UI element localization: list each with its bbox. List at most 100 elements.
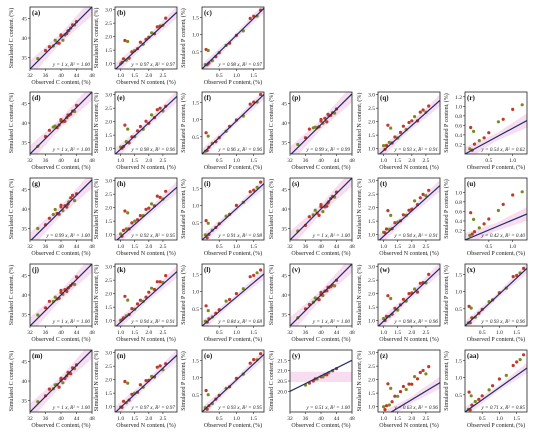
panel-o: 0.5 1.0 1.5 0.5 1.0 1.5 (o) y = 0.93 x, R² = 0.… <box>180 349 265 429</box>
y-tick-label: 3.0 <box>368 351 375 357</box>
x-tick-label: 1.0 <box>380 330 387 336</box>
data-point <box>130 392 134 396</box>
panel-i: 0.5 1.0 1.5 0.5 1.0 1.5 (i) y = 0.91 x, R² = 0.… <box>180 177 265 257</box>
y-tick-label: 35 <box>22 398 28 404</box>
fit-equation: y = 0.96 x, R² = 0.96 <box>217 147 262 153</box>
y-tick-label: 0.4 <box>455 219 462 225</box>
x-tick-label: 36 <box>43 158 49 164</box>
panel-label: (x) <box>467 266 476 274</box>
data-point <box>121 399 126 403</box>
x-axis-label: Observed P contentᵢ (%) <box>467 336 525 343</box>
y-tick-label: 3.0 <box>105 179 112 185</box>
data-point <box>150 202 154 206</box>
y-tick-label: 1.0 <box>192 118 199 124</box>
data-point <box>427 188 431 192</box>
panel-s: 32 36 40 44 48 35 40 45 (s) y = 1 x, R² = 1.00 Obs… <box>268 177 355 257</box>
y-tick-label: 2.0 <box>105 35 112 41</box>
data-point <box>501 202 505 206</box>
data-point <box>138 383 142 387</box>
panel-label: (n) <box>117 352 126 360</box>
y-tick-label: 40 <box>22 207 28 213</box>
data-point <box>138 124 142 129</box>
data-point <box>150 286 154 290</box>
y-tick-label: 1.5 <box>455 272 462 278</box>
x-tick-label: 2.5 <box>422 330 429 336</box>
data-point <box>511 107 515 111</box>
data-point <box>522 353 526 357</box>
y-tick-label: 35 <box>282 226 288 232</box>
fit-line <box>465 213 527 240</box>
data-point <box>255 185 259 189</box>
y-tick-label: 1.0 <box>455 376 462 382</box>
x-tick-label: 2.0 <box>145 158 152 164</box>
x-tick-label: 2.5 <box>422 416 429 422</box>
x-axis-label: Observed P contentᵢ (%) <box>204 164 262 171</box>
x-tick-label: 36 <box>43 416 49 422</box>
data-point <box>421 192 425 196</box>
x-axis-label: Observed N contentᵢ (%) <box>116 250 175 257</box>
panel-v: 32 36 40 44 48 35 40 45 (v) y = 1 x, R² = 1.00 Obs… <box>268 263 355 343</box>
data-point <box>413 287 417 291</box>
y-ticks: 1.0 1.5 2.0 2.5 3.0 <box>105 8 115 68</box>
y-tick-label: 0.8 <box>455 114 462 120</box>
data-point <box>482 222 486 226</box>
data-point <box>47 128 52 132</box>
data-point <box>53 295 57 299</box>
x-tick-label: 0.5 <box>479 416 486 422</box>
panel-e: 1.0 1.5 2.0 2.5 1.0 1.5 2.0 2.5 3.0 (e) y = 0.98 x… <box>93 91 178 171</box>
plot-area <box>381 365 440 412</box>
data-point <box>248 190 252 194</box>
fit-equation: y = 1 x, R² = 1.00 <box>312 319 350 325</box>
x-tick-label: 48 <box>349 330 355 336</box>
y-tick-label: 45 <box>22 274 28 280</box>
axes-frame <box>114 6 178 70</box>
data-point <box>518 358 522 362</box>
y-axis-label: Simulated P contentᵢ (%) <box>180 265 187 325</box>
plot-area <box>378 94 440 154</box>
y-tick-label: 1.0 <box>368 319 375 325</box>
x-axis-label: Observed P contentᵢ (%) <box>467 250 525 257</box>
data-point <box>470 232 474 236</box>
fit-line <box>115 354 177 412</box>
data-point <box>545 163 548 166</box>
y-tick-label: 1.0 <box>105 62 112 68</box>
data-point <box>401 213 405 217</box>
y-tick-label: 1.5 <box>105 391 112 397</box>
x-axis-label: Observed N contentᵢ (%) <box>116 79 175 86</box>
x-axis-label: Observed C contentᵢ (%) <box>31 164 90 171</box>
fit-equation: y = 0.84 x, R² = 0.68 <box>217 318 262 325</box>
y-tick-label: 2.5 <box>105 278 112 284</box>
panel-label: (l) <box>204 266 211 274</box>
x-axis-label: Observed N contentᵢ (%) <box>116 422 175 429</box>
x-ticks: 32 36 40 44 48 <box>287 154 355 164</box>
x-tick-label: 2.0 <box>408 244 415 250</box>
confidence-band <box>465 264 527 326</box>
data-point <box>61 38 65 42</box>
fit-line <box>465 267 527 326</box>
x-tick-label: 2.0 <box>408 330 415 336</box>
x-tick-label: 48 <box>89 73 95 79</box>
data-point <box>386 294 390 298</box>
x-tick-label: 1.5 <box>394 158 401 164</box>
x-tick-label: 2.5 <box>159 416 166 422</box>
x-axis-label: Observed C contentᵢ (%) <box>31 79 90 86</box>
panel-label: (r) <box>467 94 475 102</box>
data-point <box>36 57 40 61</box>
x-ticks: 32 36 40 44 48 <box>287 326 355 336</box>
x-tick-label: 36 <box>303 416 309 422</box>
data-point <box>511 363 515 368</box>
data-point <box>319 117 323 122</box>
data-point <box>158 195 162 199</box>
panel-l: 0.5 1.0 1.5 0.5 1.0 1.5 (l) y = 0.84 x, R² = 0.… <box>180 263 265 343</box>
x-tick-label: 1.5 <box>250 244 257 250</box>
data-point <box>126 298 130 302</box>
x-axis-label: Observed C contentᵢ (%) <box>31 422 90 429</box>
x-tick-label: 40 <box>318 330 324 336</box>
data-point <box>396 394 400 398</box>
confidence-band <box>202 268 264 326</box>
x-tick-label: 32 <box>27 330 33 336</box>
y-axis-label: Simulated C contentᵢ (%) <box>8 8 15 68</box>
x-tick-label: 48 <box>89 158 95 164</box>
data-point <box>469 125 473 130</box>
y-axis-label: Simulated N contentᵢ (%) <box>93 8 100 69</box>
